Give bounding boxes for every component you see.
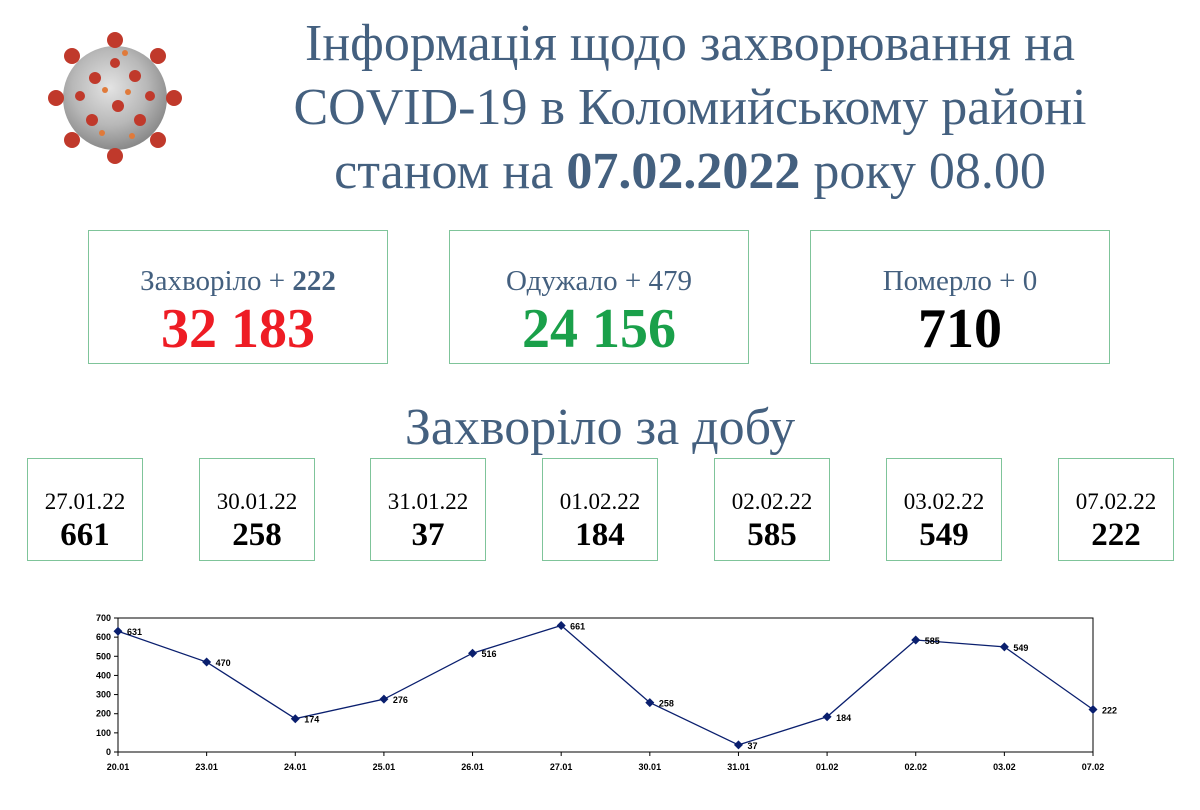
- daily-box: 01.02.22 184: [542, 458, 658, 561]
- title-prefix: станом на: [334, 143, 567, 200]
- series-line: [117, 624, 1094, 746]
- x-tick-label: 23.01: [195, 762, 218, 772]
- title-line-1: Інформація щодо захворювання на: [305, 15, 1075, 72]
- x-tick-label: 26.01: [461, 762, 484, 772]
- stat-value: 24 156: [522, 298, 676, 360]
- title-suffix: року 08.00: [800, 143, 1046, 200]
- stat-label-text: Одужало +: [506, 265, 649, 297]
- x-tick-label: 03.02: [993, 762, 1016, 772]
- page-title: Інформація щодо захворювання на COVID-19…: [200, 12, 1180, 204]
- data-point: [113, 626, 123, 636]
- x-tick-label: 24.01: [284, 762, 307, 772]
- daily-box: 02.02.22 585: [714, 458, 830, 561]
- data-point: [290, 714, 300, 724]
- x-tick-label: 07.02: [1082, 762, 1105, 772]
- stat-delta: 479: [648, 265, 692, 297]
- daily-value: 37: [411, 517, 445, 553]
- coronavirus-image: [48, 32, 182, 164]
- x-tick-label: 27.01: [550, 762, 573, 772]
- data-point: [911, 635, 921, 645]
- data-label: 585: [925, 636, 940, 646]
- daily-date: 07.02.22: [1075, 489, 1157, 514]
- daily-box: 03.02.22 549: [886, 458, 1002, 561]
- stat-value: 32 183: [161, 298, 315, 360]
- stat-delta: 222: [292, 265, 336, 297]
- stat-label: Померло + 0: [811, 265, 1109, 297]
- daily-value: 222: [1091, 517, 1141, 553]
- data-label: 470: [216, 658, 231, 668]
- y-tick-label: 400: [96, 670, 111, 680]
- data-label: 258: [659, 699, 674, 709]
- data-label: 222: [1102, 706, 1117, 716]
- daily-cases-line-chart: 0 100 200 300 400 500 600 700 20.01 23.01 24.01 25.…: [96, 613, 1117, 772]
- data-label: 184: [836, 713, 851, 723]
- daily-date: 30.01.22: [216, 489, 298, 514]
- data-label: 631: [127, 627, 142, 637]
- data-label: 37: [747, 741, 757, 751]
- y-tick-label: 0: [106, 747, 111, 757]
- x-tick-label: 20.01: [107, 762, 130, 772]
- daily-date: 01.02.22: [559, 489, 641, 514]
- daily-date: 03.02.22: [903, 489, 985, 514]
- daily-date: 27.01.22: [44, 489, 126, 514]
- y-tick-label: 100: [96, 728, 111, 738]
- stat-label-text: Померло +: [882, 265, 1023, 297]
- daily-date: 02.02.22: [731, 489, 813, 514]
- data-label: 276: [393, 695, 408, 705]
- stat-card-sick: Захворіло + 222 32 183: [88, 230, 388, 364]
- stat-label: Одужало + 479: [450, 265, 748, 297]
- data-label: 174: [304, 715, 319, 725]
- daily-box: 30.01.22 258: [199, 458, 315, 561]
- daily-box: 27.01.22 661: [27, 458, 143, 561]
- daily-date: 31.01.22: [387, 489, 469, 514]
- stat-delta: 0: [1022, 265, 1038, 297]
- data-point: [379, 694, 389, 704]
- data-point: [999, 642, 1009, 652]
- daily-value: 661: [60, 517, 110, 553]
- title-line-2: COVID-19 в Коломийському районі: [293, 79, 1087, 136]
- data-point: [733, 740, 743, 750]
- data-label: 661: [570, 621, 585, 631]
- data-point: [822, 712, 832, 722]
- daily-value: 549: [919, 517, 969, 553]
- daily-value: 585: [747, 517, 797, 553]
- data-point: [468, 648, 478, 658]
- title-date: 07.02.2022: [566, 143, 801, 200]
- x-tick-label: 31.01: [727, 762, 750, 772]
- data-point: [556, 620, 566, 630]
- data-point: [645, 698, 655, 708]
- data-point: [202, 657, 212, 667]
- y-tick-label: 700: [96, 613, 111, 623]
- daily-box: 31.01.22 37: [370, 458, 486, 561]
- stat-value: 710: [918, 298, 1002, 360]
- x-tick-label: 25.01: [373, 762, 396, 772]
- x-tick-label: 30.01: [639, 762, 662, 772]
- x-tick-label: 02.02: [904, 762, 927, 772]
- y-tick-label: 200: [96, 709, 111, 719]
- daily-box: 07.02.22 222: [1058, 458, 1174, 561]
- stat-card-deaths: Померло + 0 710: [810, 230, 1110, 364]
- data-label: 549: [1013, 643, 1028, 653]
- x-tick-label: 01.02: [816, 762, 839, 772]
- y-tick-label: 300: [96, 690, 111, 700]
- daily-section-title: Захворіло за добу: [404, 399, 796, 456]
- y-tick-label: 500: [96, 651, 111, 661]
- stat-label-text: Захворіло +: [140, 265, 293, 297]
- data-point: [1088, 705, 1098, 715]
- y-tick-label: 600: [96, 632, 111, 642]
- title-line-3: станом на 07.02.2022 року 08.00: [200, 140, 1180, 204]
- stat-card-recovered: Одужало + 479 24 156: [449, 230, 749, 364]
- daily-value: 184: [575, 517, 625, 553]
- stat-label: Захворіло + 222: [89, 265, 387, 297]
- daily-value: 258: [232, 517, 282, 553]
- plot-area-border: [117, 617, 1094, 753]
- data-label: 516: [482, 649, 497, 659]
